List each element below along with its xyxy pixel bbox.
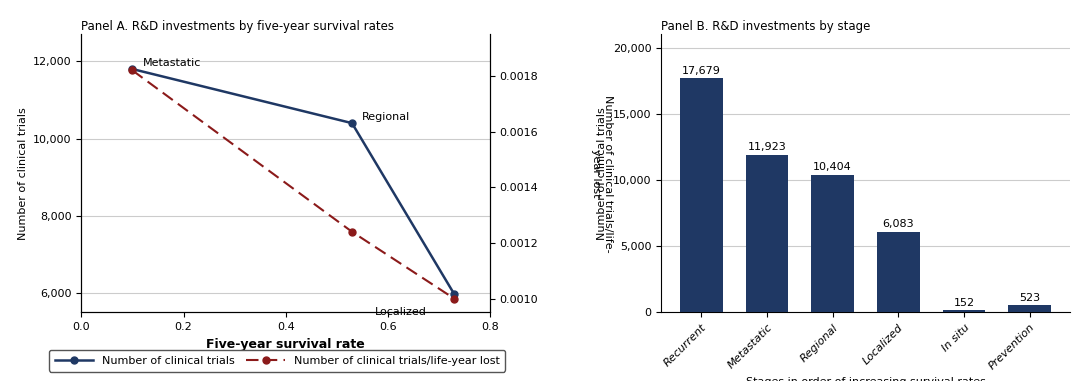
Text: 523: 523 bbox=[1020, 293, 1040, 303]
Y-axis label: Number of clinical trials: Number of clinical trials bbox=[17, 107, 27, 240]
Bar bbox=[877, 232, 920, 312]
Bar bbox=[746, 155, 788, 312]
X-axis label: Stages in order of increasing survival rates: Stages in order of increasing survival r… bbox=[746, 377, 985, 381]
Text: 152: 152 bbox=[954, 298, 974, 308]
Text: 17,679: 17,679 bbox=[682, 66, 721, 76]
Text: Regional: Regional bbox=[363, 112, 411, 122]
Bar bbox=[811, 174, 854, 312]
Y-axis label: Number of clinical trials/life-
year lost: Number of clinical trials/life- year los… bbox=[591, 94, 613, 252]
Bar bbox=[680, 78, 722, 312]
Text: Panel A. R&D investments by five-year survival rates: Panel A. R&D investments by five-year su… bbox=[81, 20, 394, 33]
Text: Localized: Localized bbox=[375, 307, 427, 317]
Text: 6,083: 6,083 bbox=[883, 219, 914, 229]
Y-axis label: Number of clinical trials: Number of clinical trials bbox=[597, 107, 607, 240]
Text: 11,923: 11,923 bbox=[747, 142, 786, 152]
Text: Panel B. R&D investments by stage: Panel B. R&D investments by stage bbox=[661, 20, 871, 33]
Bar bbox=[1009, 306, 1051, 312]
Text: 10,404: 10,404 bbox=[813, 162, 853, 172]
Legend: Number of clinical trials, Number of clinical trials/life-year lost: Number of clinical trials, Number of cli… bbox=[49, 350, 505, 371]
X-axis label: Five-year survival rate: Five-year survival rate bbox=[206, 338, 365, 351]
Bar bbox=[943, 311, 985, 312]
Text: Metastatic: Metastatic bbox=[142, 58, 201, 68]
